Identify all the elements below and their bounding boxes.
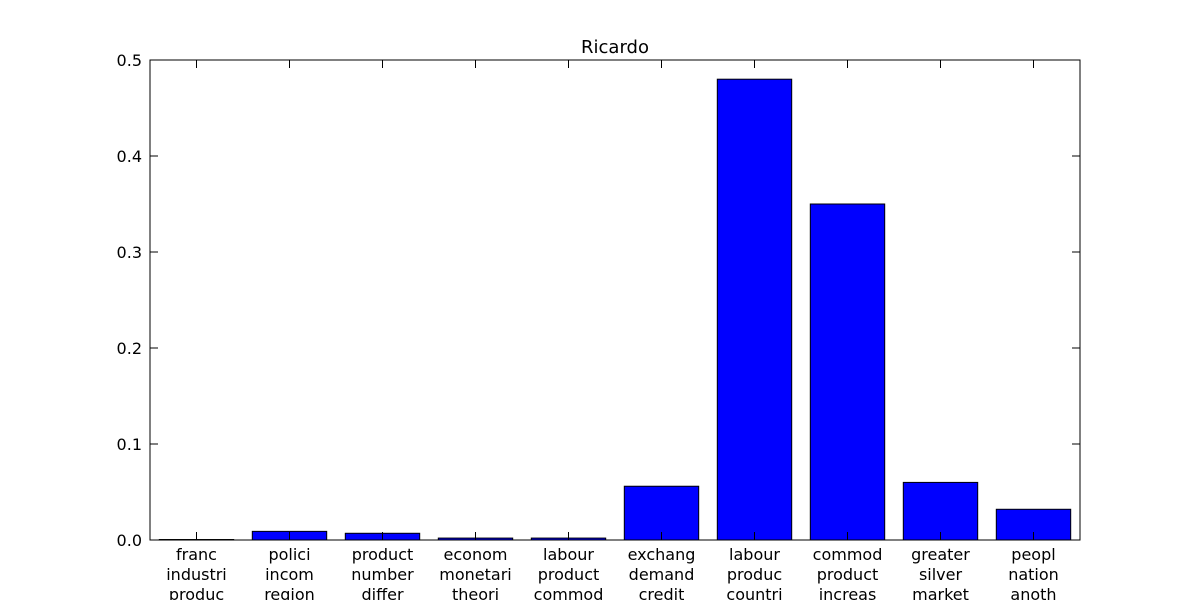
category-label: franc industri produc — [166, 545, 227, 600]
category-label: polici incom region — [264, 545, 315, 600]
category-label: exchang demand credit — [628, 545, 696, 600]
y-tick-label: 0.2 — [117, 339, 142, 358]
category-label-line: produc — [727, 565, 782, 584]
bar — [623, 485, 700, 541]
category-label: commod product increas — [813, 545, 883, 600]
y-tick-label: 0.3 — [117, 243, 142, 262]
category-label-line: nation — [1008, 565, 1059, 584]
category-label-line: monetari — [439, 565, 511, 584]
plot-frame — [149, 59, 1081, 541]
bars — [158, 78, 1072, 541]
category-label-line: polici — [268, 545, 310, 564]
category-label-line: incom — [265, 565, 314, 584]
category-label-line: silver — [919, 565, 963, 584]
category-label-line: market — [912, 585, 969, 600]
category-label-line: demand — [629, 565, 695, 584]
y-axis-ticks: 0.0 0.1 0.2 0.3 0.4 0.5 — [117, 51, 1080, 550]
category-label-line: credit — [639, 585, 685, 600]
category-label-line: product — [352, 545, 414, 564]
category-label: labour product commod — [534, 545, 604, 600]
y-tick-label: 0.1 — [117, 435, 142, 454]
category-label: peopl nation anoth — [1008, 545, 1059, 600]
category-label: product number differ — [351, 545, 414, 600]
category-label-line: product — [817, 565, 879, 584]
category-label-line: anoth — [1010, 585, 1056, 600]
category-label-line: labour — [543, 545, 594, 564]
category-label: econom monetari theori — [439, 545, 511, 600]
category-label-line: product — [538, 565, 600, 584]
category-label-line: greater — [911, 545, 970, 564]
category-label-line: exchang — [628, 545, 696, 564]
category-label: labour produc countri — [726, 545, 782, 600]
bar — [716, 78, 793, 541]
bar — [809, 203, 886, 541]
category-label-line: produc — [169, 585, 224, 600]
category-label-line: franc — [176, 545, 217, 564]
y-tick-label: 0.5 — [117, 51, 142, 70]
category-label-line: labour — [729, 545, 780, 564]
category-label-line: peopl — [1011, 545, 1055, 564]
category-label: greater silver market — [911, 545, 970, 600]
bar — [902, 481, 979, 541]
category-label-line: theori — [452, 585, 499, 600]
y-tick-label: 0.4 — [117, 147, 142, 166]
category-label-line: increas — [819, 585, 877, 600]
chart-title: Ricardo — [581, 37, 649, 58]
y-tick-label: 0.0 — [117, 531, 142, 550]
category-label-line: industri — [166, 565, 227, 584]
category-label-line: econom — [444, 545, 508, 564]
category-label-line: commod — [534, 585, 604, 600]
category-label-line: region — [264, 585, 315, 600]
category-label-line: commod — [813, 545, 883, 564]
category-label-line: differ — [361, 585, 403, 600]
category-label-line: countri — [726, 585, 782, 600]
category-label-line: number — [351, 565, 414, 584]
